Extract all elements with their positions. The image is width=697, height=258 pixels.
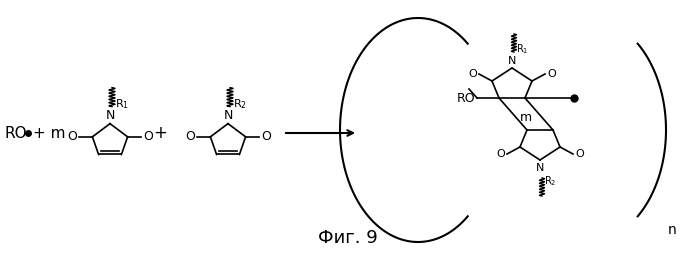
Text: n: n bbox=[668, 223, 677, 237]
Text: N: N bbox=[105, 109, 115, 122]
Text: Фиг. 9: Фиг. 9 bbox=[318, 229, 378, 247]
Text: O: O bbox=[185, 130, 195, 143]
Text: R$_2$: R$_2$ bbox=[233, 97, 247, 111]
Text: +: + bbox=[153, 124, 167, 142]
Text: O: O bbox=[547, 69, 556, 79]
Text: O: O bbox=[468, 69, 477, 79]
Text: m: m bbox=[520, 111, 532, 124]
Text: N: N bbox=[536, 163, 544, 173]
Text: O: O bbox=[68, 130, 77, 143]
Text: O: O bbox=[575, 149, 584, 159]
Text: N: N bbox=[223, 109, 233, 122]
Text: R$_1$: R$_1$ bbox=[516, 42, 528, 56]
Text: N: N bbox=[508, 56, 516, 66]
Text: O: O bbox=[143, 130, 153, 143]
Text: RO: RO bbox=[457, 92, 475, 104]
Text: RO: RO bbox=[5, 125, 28, 141]
Text: O: O bbox=[261, 130, 270, 143]
Text: R$_1$: R$_1$ bbox=[115, 97, 129, 111]
Text: O: O bbox=[496, 149, 505, 159]
Text: R$_2$: R$_2$ bbox=[544, 174, 556, 188]
Text: + m: + m bbox=[33, 125, 66, 141]
